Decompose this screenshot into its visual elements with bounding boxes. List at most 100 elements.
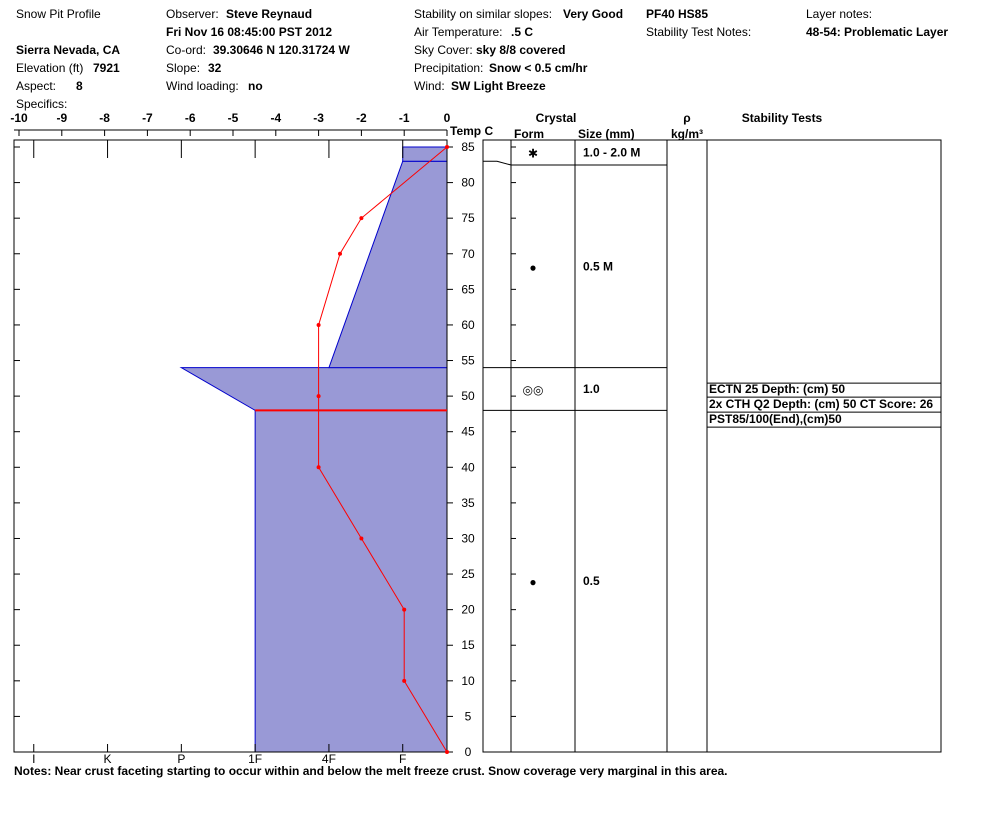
x-tick-label: -1: [399, 111, 410, 125]
hardness-tick-label: I: [32, 752, 35, 766]
plot-frame: [13, 139, 448, 753]
y-tick-label: 75: [461, 211, 475, 225]
x-tick-label: -5: [228, 111, 239, 125]
y-tick-label: 45: [461, 425, 475, 439]
y-tick-label: 5: [465, 709, 472, 723]
field-label: Co-ord:: [166, 43, 206, 57]
crystal-form: ●: [529, 260, 536, 274]
temperature-point: [359, 536, 364, 541]
field-label: Air Temperature:: [414, 25, 502, 39]
plot-area: [179, 146, 448, 753]
y-tick-label: 85: [461, 140, 475, 154]
temperature-point: [316, 394, 321, 399]
y-tick-label: 20: [461, 603, 475, 617]
field-value: .5 C: [511, 25, 533, 39]
column-title: Stability Tests: [742, 111, 823, 125]
x-tick-label: -10: [10, 111, 28, 125]
y-tick-label: 0: [465, 745, 472, 759]
field-label: Elevation (ft): [16, 61, 83, 75]
y-tick-label: 25: [461, 567, 475, 581]
field-label: Aspect:: [16, 79, 56, 93]
date: Fri Nov 16 08:45:00 PST 2012: [166, 25, 332, 39]
location: Sierra Nevada, CA: [16, 43, 120, 57]
stability-result: PST85/100(End),(cm)50: [709, 412, 842, 426]
field-label: Precipitation:: [414, 61, 483, 75]
crystal-size: 0.5: [583, 574, 600, 588]
stability-result: ECTN 25 Depth: (cm) 50: [709, 382, 845, 396]
page-title: Snow Pit Profile: [16, 7, 101, 21]
column-title: ρ: [683, 111, 690, 125]
y-tick-label: 10: [461, 674, 475, 688]
y-tick-label: 40: [461, 460, 475, 474]
column-header: Form: [514, 127, 544, 141]
layer-boundary: [483, 160, 667, 166]
temperature-point: [316, 465, 321, 470]
crystal-form: ●: [529, 575, 536, 589]
field-value: 8: [76, 79, 83, 93]
x-tick-label: -8: [99, 111, 110, 125]
crystal-size: 1.0 - 2.0 M: [583, 146, 640, 160]
column-header: Size (mm): [578, 127, 635, 141]
field-label: Wind loading:: [166, 79, 239, 93]
hardness-tick-label: 1F: [248, 752, 262, 766]
crystal-size: 1.0: [583, 382, 600, 396]
y-tick-label: 35: [461, 496, 475, 510]
x-tick-label: -7: [142, 111, 153, 125]
y-tick-label: 65: [461, 282, 475, 296]
table-frame: [482, 139, 942, 753]
pit-code: PF40 HS85: [646, 7, 708, 21]
x-tick-label: -4: [270, 111, 281, 125]
column-header: kg/m³: [671, 127, 703, 141]
x-tick-label: -6: [185, 111, 196, 125]
field-value: Snow < 0.5 cm/hr: [489, 61, 588, 75]
field-label: Specifics:: [16, 97, 67, 111]
field-value: 32: [208, 61, 222, 75]
hardness-tick-label: 4F: [322, 752, 336, 766]
field-label: Stability on similar slopes:: [414, 7, 552, 21]
temperature-point: [402, 607, 407, 612]
y-tick-label: 60: [461, 318, 475, 332]
temperature-point: [316, 322, 321, 327]
column-title: Crystal: [536, 111, 577, 125]
field-value: SW Light Breeze: [451, 79, 546, 93]
y-tick-label: 30: [461, 531, 475, 545]
y-tick-label: 80: [461, 176, 475, 190]
field-label: Layer notes:: [806, 7, 872, 21]
hardness-tick-label: K: [104, 752, 112, 766]
y-tick-label: 15: [461, 638, 475, 652]
x-tick-label: -3: [313, 111, 324, 125]
notes: Notes: Near crust faceting starting to o…: [14, 764, 728, 778]
crystal-form: ◎◎: [523, 383, 544, 397]
field-value: Very Good: [563, 7, 623, 21]
hardness-layer: [402, 146, 448, 162]
field-label: Observer:: [166, 7, 219, 21]
hardness-tick-label: F: [399, 752, 406, 766]
temperature-point: [445, 145, 449, 149]
field-label: Sky Cover:: [414, 43, 473, 57]
field-value: Steve Reynaud: [226, 7, 312, 21]
field-value: no: [248, 79, 263, 93]
crystal-form: ✱: [528, 147, 538, 161]
hardness-tick-label: P: [177, 752, 185, 766]
field-value: 7921: [93, 61, 120, 75]
x-tick-label: 0: [444, 111, 451, 125]
field-label: Slope:: [166, 61, 200, 75]
temperature-point: [445, 750, 449, 754]
x-tick-label: -9: [56, 111, 67, 125]
field-label: Wind:: [414, 79, 445, 93]
temperature-point: [359, 216, 364, 221]
temperature-line: [318, 146, 448, 753]
stability-result: 2x CTH Q2 Depth: (cm) 50 CT Score: 26: [709, 397, 933, 411]
y-tick-label: 55: [461, 354, 475, 368]
field-value: 48-54: Problematic Layer: [806, 25, 948, 39]
hardness-layer: [254, 409, 448, 753]
crystal-size: 0.5 M: [583, 259, 613, 273]
field-value: sky 8/8 covered: [476, 43, 565, 57]
field-value: 39.30646 N 120.31724 W: [213, 43, 350, 57]
x-tick-label: -2: [356, 111, 367, 125]
y-tick-label: 50: [461, 389, 475, 403]
field-label: Stability Test Notes:: [646, 25, 751, 39]
temperature-point: [402, 678, 407, 683]
